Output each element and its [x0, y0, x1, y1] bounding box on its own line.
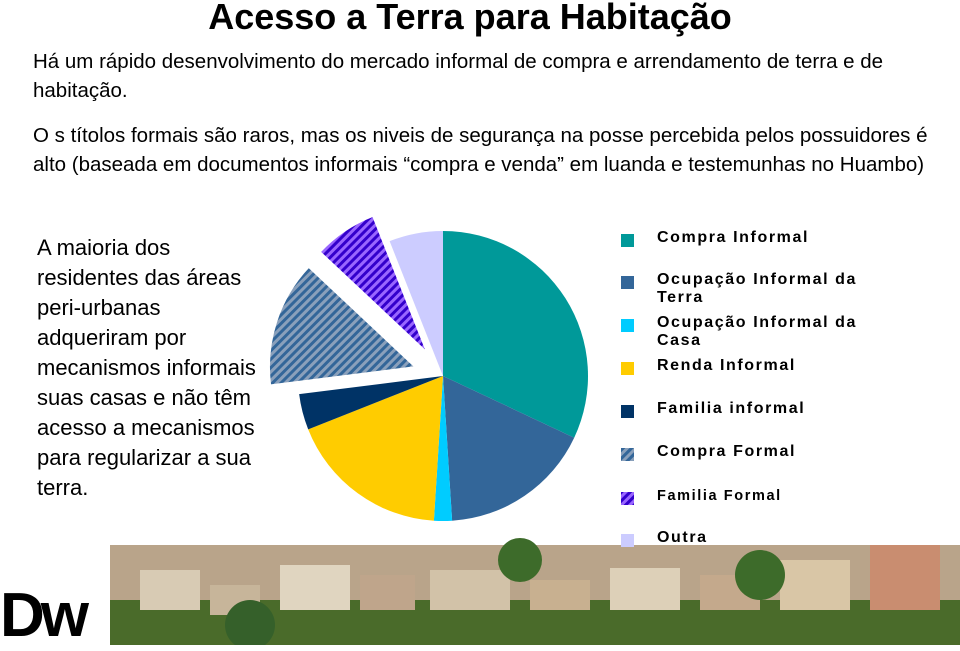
legend-label: Familia informal	[657, 400, 806, 417]
pie-slice	[443, 376, 575, 521]
legend-label: Compra Informal	[657, 229, 810, 246]
legend-label: Familia Formal	[657, 488, 782, 504]
legend-swatch	[621, 276, 634, 289]
legend-swatch	[621, 492, 634, 505]
pie-slice	[308, 376, 443, 521]
paragraph: O s títolos formais são raros, mas os ni…	[33, 124, 928, 176]
pie-slice	[389, 231, 443, 376]
side-text: A maioria dos residentes das áreas peri-…	[37, 235, 256, 500]
legend-swatch	[621, 448, 634, 461]
photo-strip	[110, 538, 960, 645]
pie-slice	[443, 231, 588, 438]
pie-slice	[299, 376, 443, 430]
legend-swatch	[621, 362, 634, 375]
pie-slice	[268, 266, 416, 386]
legend-label: Ocupação Informal da Terra	[657, 271, 858, 306]
paragraph: Há um rápido desenvolvimento do mercado …	[33, 50, 884, 102]
legend-swatch	[621, 319, 634, 332]
legend-swatch	[621, 534, 634, 547]
title: Acesso a Terra para Habitação	[208, 0, 732, 37]
legend-label: Renda Informal	[657, 357, 796, 374]
pie-slice	[433, 376, 453, 521]
legend-swatch	[621, 234, 634, 247]
legend-label: Ocupação Informal da Casa	[657, 314, 858, 349]
pie-slice	[319, 215, 427, 352]
legend-swatch	[621, 405, 634, 418]
legend-label: Compra Formal	[657, 443, 797, 460]
legend-label: Outra	[657, 529, 708, 546]
logo: Dw	[0, 581, 89, 650]
